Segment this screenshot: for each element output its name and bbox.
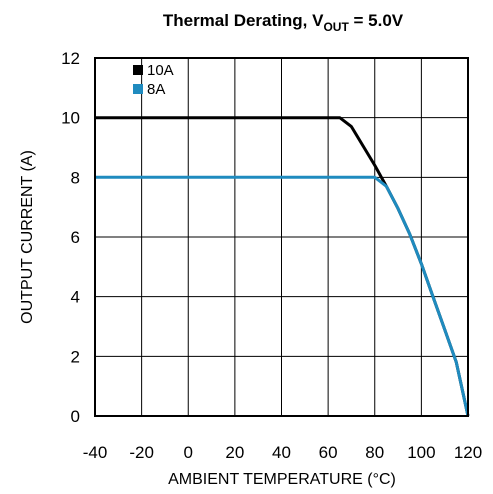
y-tick-label: 4 xyxy=(71,288,80,307)
x-tick-label: 100 xyxy=(407,443,435,462)
series-layer xyxy=(95,116,470,417)
x-axis-label: AMBIENT TEMPERATURE (°C) xyxy=(168,471,396,488)
y-tick-label: 10 xyxy=(61,109,80,128)
y-tick-label: 8 xyxy=(71,168,80,187)
y-tick-label: 12 xyxy=(61,49,80,68)
x-tick-label: 60 xyxy=(319,443,338,462)
x-tick-label: -40 xyxy=(83,443,108,462)
y-tick-label: 0 xyxy=(71,407,80,426)
y-axis-label: OUTPUT CURRENT (A) xyxy=(19,150,36,324)
series-line-8a xyxy=(95,175,470,417)
y-tick-label: 2 xyxy=(71,347,80,366)
x-tick-label: 120 xyxy=(454,443,482,462)
legend-swatch xyxy=(133,65,143,75)
chart-title: Thermal Derating, VOUT = 5.0V xyxy=(163,11,404,34)
plot-area-frame xyxy=(94,57,469,417)
x-tick-label: 20 xyxy=(225,443,244,462)
x-tick-label: 40 xyxy=(272,443,291,462)
x-tick-label: 0 xyxy=(184,443,193,462)
legend-label: 8A xyxy=(147,81,165,98)
x-tick-label: -20 xyxy=(129,443,154,462)
legend-label: 10A xyxy=(147,62,174,79)
y-tick-labels: 0 2 4 6 8 10 12 xyxy=(61,49,80,426)
y-tick-label: 6 xyxy=(71,228,80,247)
x-tick-label: 80 xyxy=(365,443,384,462)
x-tick-labels: -40 -20 0 20 40 60 80 100 120 xyxy=(83,443,482,462)
legend-swatch xyxy=(133,84,143,94)
